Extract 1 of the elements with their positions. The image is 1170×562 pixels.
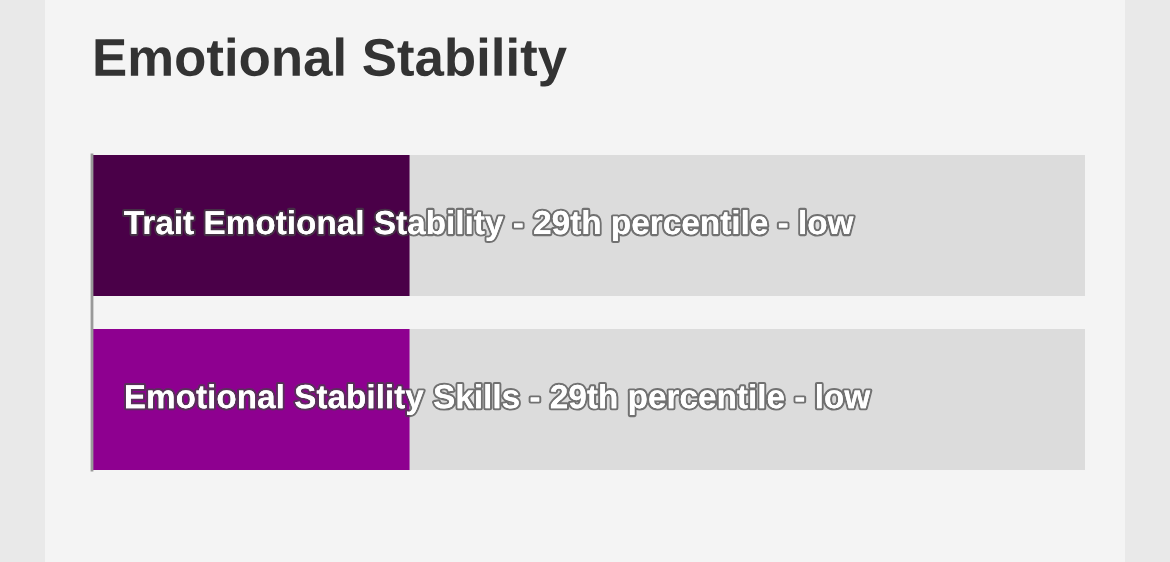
chart-title: Emotional Stability: [95, 37, 567, 87]
